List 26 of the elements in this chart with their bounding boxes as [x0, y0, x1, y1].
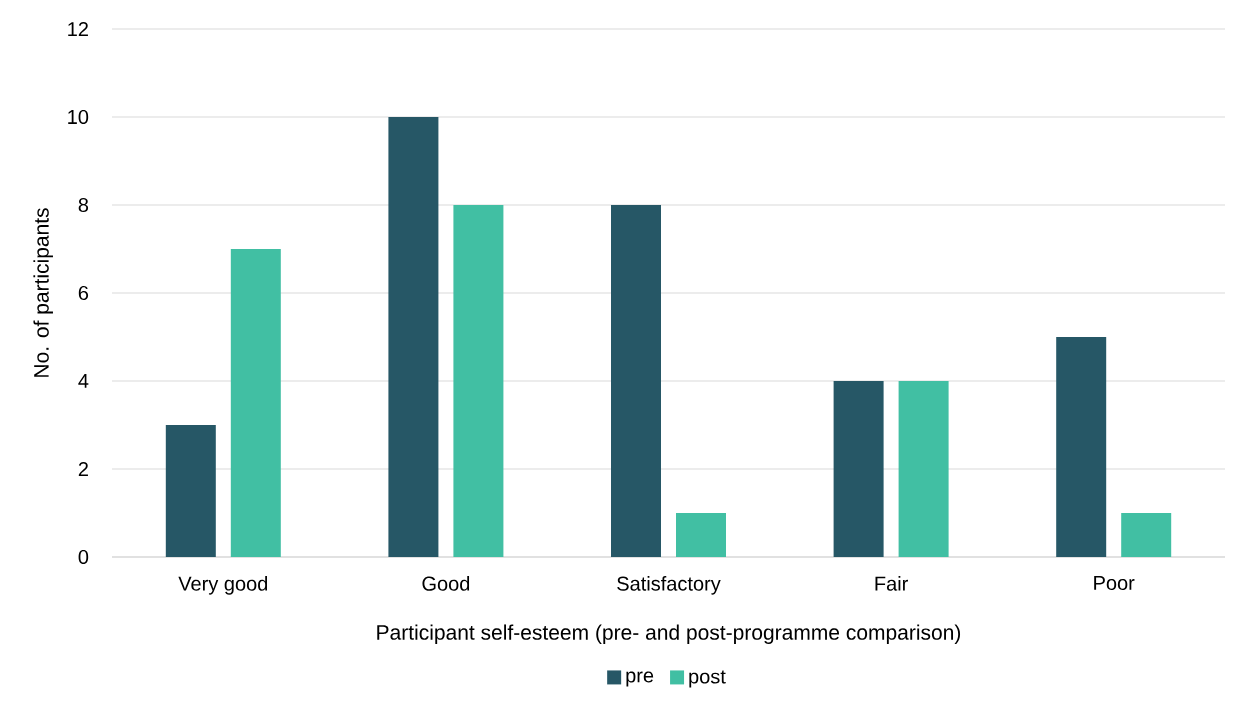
- y-tick-label: 2: [78, 462, 88, 476]
- bar: [676, 512, 726, 557]
- x-tick-label: Fair: [875, 576, 908, 591]
- bar: [453, 204, 504, 557]
- x-tick-label: Very good: [178, 576, 268, 595]
- bar: [833, 380, 884, 557]
- bar: [388, 116, 439, 557]
- y-tick-label: 8: [78, 197, 89, 213]
- y-tick-label: 6: [78, 285, 89, 301]
- bar: [165, 424, 216, 557]
- legend-label: post: [689, 670, 726, 688]
- bar: [1056, 336, 1107, 557]
- bar: [611, 204, 661, 557]
- x-tick-label: Satisfactory: [617, 576, 721, 595]
- legend-label: pre: [626, 671, 654, 687]
- y-tick-label: 4: [78, 374, 89, 388]
- x-tick-label: Good: [422, 576, 470, 591]
- bar: [230, 248, 281, 557]
- x-tick-label: Poor: [1094, 576, 1135, 590]
- y-tick-label: 12: [68, 22, 88, 36]
- bar: [898, 380, 949, 557]
- y-axis-title: No. of participants: [33, 208, 53, 377]
- bar: [1121, 512, 1172, 557]
- y-tick-label: 10: [68, 109, 89, 125]
- x-axis-title: Participant self-esteem (pre- and post-programme comparison): [377, 624, 961, 645]
- y-tick-label: 0: [78, 549, 89, 565]
